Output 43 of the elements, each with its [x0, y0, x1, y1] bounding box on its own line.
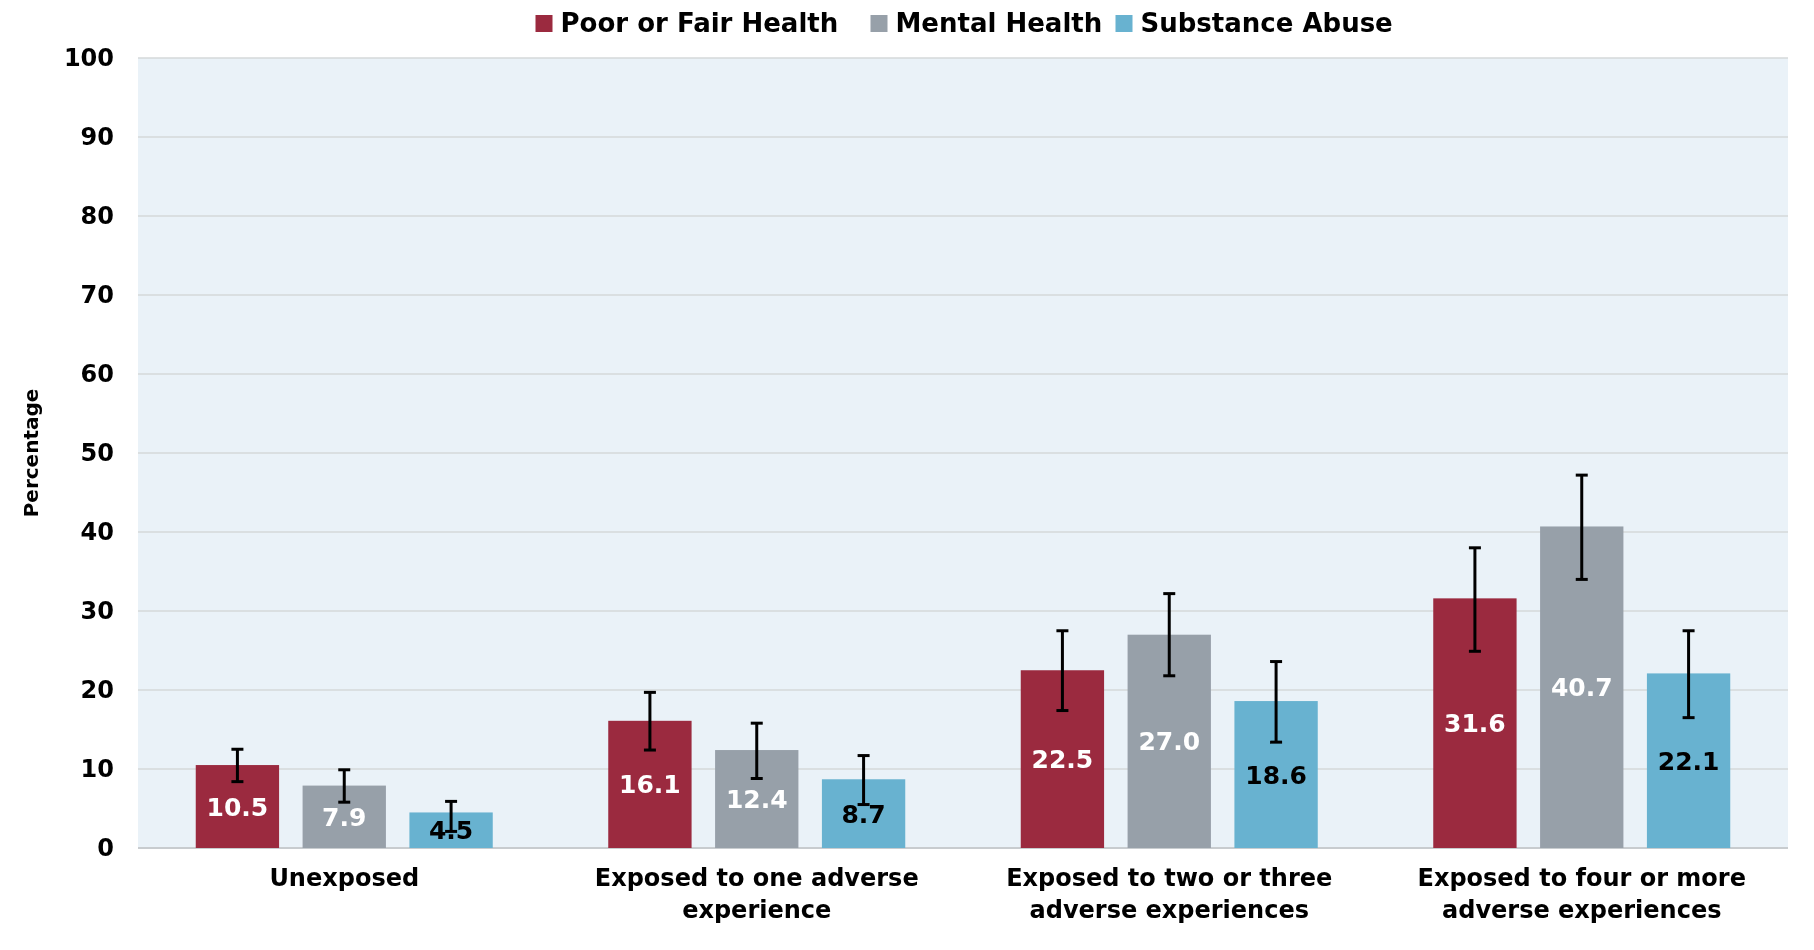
- y-tick-label: 20: [80, 676, 114, 704]
- y-tick-label: 30: [80, 597, 114, 625]
- y-tick-label: 80: [80, 202, 114, 230]
- legend-label: Mental Health: [895, 8, 1103, 38]
- data-label: 16.1: [619, 770, 681, 800]
- data-label: 40.7: [1550, 673, 1613, 703]
- bar: [302, 785, 386, 848]
- y-tick-label: 50: [80, 439, 114, 467]
- bar: [608, 720, 692, 848]
- legend-label: Substance Abuse: [1140, 8, 1393, 38]
- bar: [1127, 634, 1211, 848]
- data-label: 18.6: [1245, 760, 1307, 790]
- bar: [715, 750, 799, 848]
- x-tick-label: Exposed to one adverse experience: [594, 864, 919, 924]
- bar: [1234, 701, 1318, 848]
- data-label: 8.7: [841, 799, 886, 829]
- bar: [1540, 526, 1624, 848]
- data-label: 7.9: [322, 802, 367, 832]
- y-tick-label: 90: [80, 123, 114, 151]
- legend-label: Poor or Fair Health: [560, 8, 839, 38]
- bar: [409, 812, 493, 848]
- bar: [1433, 598, 1517, 848]
- data-label: 22.1: [1657, 746, 1720, 776]
- y-axis-title: Percentage: [19, 388, 43, 518]
- x-tick-label: Exposed to four or more adverse experiences: [1417, 864, 1746, 924]
- data-label: 12.4: [725, 785, 788, 815]
- y-tick-label: 60: [80, 360, 114, 388]
- bar: [1646, 673, 1731, 848]
- y-tick-label: 100: [63, 44, 114, 72]
- bar: [1020, 670, 1105, 848]
- data-label: 10.5: [206, 792, 269, 822]
- data-label: 31.6: [1444, 709, 1506, 739]
- data-label: 4.5: [428, 816, 474, 846]
- x-tick-label: Unexposed: [269, 864, 420, 892]
- y-tick-label: 10: [80, 755, 114, 783]
- x-tick-label: Exposed to two or three adverse experiences: [1006, 864, 1333, 924]
- bar: [195, 765, 280, 848]
- y-tick-label: 40: [80, 518, 114, 546]
- bar: [821, 779, 906, 848]
- data-label: 27.0: [1138, 727, 1201, 757]
- data-label: 22.5: [1031, 745, 1094, 775]
- y-tick-label: 70: [80, 281, 114, 309]
- y-tick-label: 0: [97, 834, 114, 862]
